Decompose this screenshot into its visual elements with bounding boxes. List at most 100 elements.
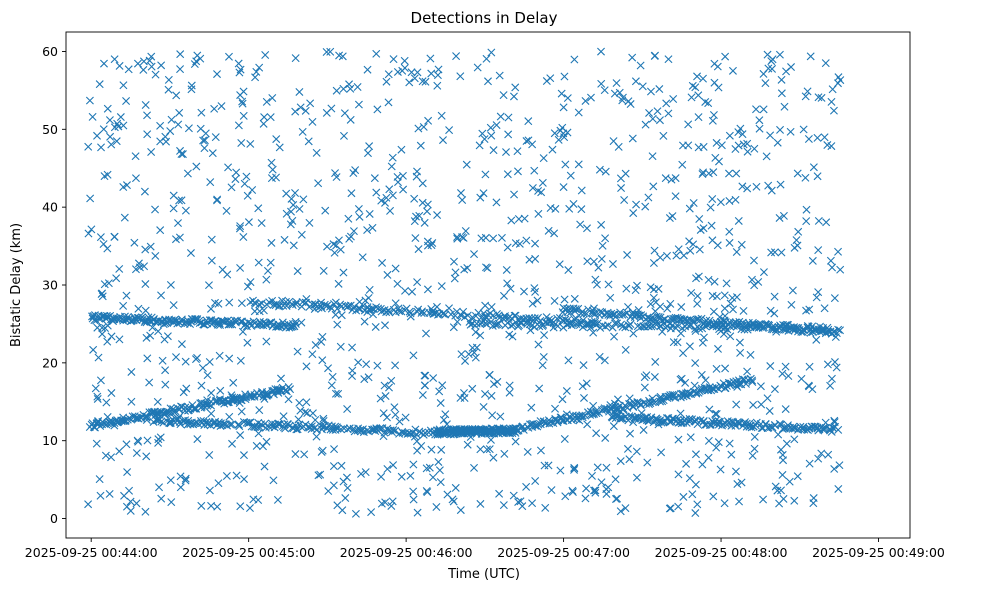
data-point: [481, 233, 490, 242]
data-point: [773, 486, 782, 495]
data-point: [721, 52, 730, 61]
data-point: [208, 149, 217, 158]
data-point: [384, 70, 393, 79]
x-tick-label: 2025-09-25 00:45:00: [182, 545, 315, 560]
data-point: [432, 503, 441, 511]
data-point: [461, 356, 470, 365]
data-point: [236, 222, 245, 231]
data-point: [364, 293, 373, 302]
data-point: [154, 435, 163, 444]
data-point: [710, 59, 719, 68]
data-point: [476, 331, 485, 340]
data-point: [280, 235, 289, 244]
data-point: [166, 476, 175, 485]
data-point: [372, 303, 381, 312]
data-point: [317, 298, 326, 307]
data-point: [398, 428, 407, 437]
data-point: [687, 93, 696, 102]
data-point: [570, 464, 579, 473]
data-point: [291, 317, 300, 326]
data-point: [784, 320, 793, 329]
data-point: [382, 77, 391, 86]
data-point: [697, 386, 706, 395]
data-point: [215, 351, 224, 360]
data-point: [685, 204, 694, 213]
data-point: [476, 499, 485, 508]
data-point: [225, 412, 234, 421]
data-point: [339, 268, 348, 277]
data-point: [107, 140, 116, 149]
data-point: [648, 398, 657, 407]
data-point: [561, 160, 570, 169]
data-point: [828, 263, 837, 272]
data-point: [694, 113, 703, 122]
data-point: [262, 337, 271, 346]
data-point: [308, 409, 317, 418]
data-point: [601, 234, 610, 243]
data-point: [365, 209, 374, 218]
data-point: [611, 411, 620, 420]
data-point: [401, 286, 409, 295]
data-point: [182, 384, 191, 393]
data-point: [712, 292, 721, 301]
data-point: [502, 265, 511, 274]
data-point: [334, 389, 343, 398]
data-point: [616, 414, 625, 423]
data-point: [499, 501, 508, 510]
data-point: [169, 301, 178, 310]
data-point: [617, 184, 626, 193]
data-point: [421, 381, 429, 390]
data-point: [318, 332, 327, 341]
data-point: [181, 318, 190, 327]
data-point: [736, 124, 745, 133]
data-point: [277, 374, 285, 383]
data-point: [336, 425, 345, 434]
data-point: [237, 139, 246, 147]
data-point: [437, 111, 446, 120]
data-point: [762, 152, 771, 161]
data-point: [774, 323, 783, 332]
data-point: [377, 196, 386, 205]
data-point: [211, 298, 219, 307]
data-point: [169, 204, 178, 213]
data-point: [119, 301, 128, 310]
data-point: [255, 300, 264, 309]
data-point: [793, 472, 802, 481]
plot-area: [84, 47, 845, 518]
data-point: [181, 357, 190, 366]
data-point: [238, 327, 247, 336]
data-point: [336, 245, 345, 254]
data-point: [555, 260, 564, 269]
data-point: [175, 196, 184, 205]
data-point: [257, 219, 266, 228]
data-point: [257, 299, 266, 308]
data-point: [779, 456, 788, 465]
data-point: [410, 432, 419, 441]
data-point: [319, 266, 328, 275]
data-point: [620, 195, 629, 204]
data-point: [373, 105, 382, 114]
data-point: [643, 458, 652, 467]
data-point: [493, 320, 502, 329]
data-point: [541, 503, 550, 512]
data-point: [314, 179, 323, 188]
data-point: [141, 280, 150, 289]
data-point: [698, 170, 707, 179]
data-point: [86, 194, 95, 203]
data-point: [628, 308, 637, 317]
data-point: [554, 135, 563, 144]
data-point: [224, 320, 233, 329]
data-point: [89, 345, 98, 354]
data-point: [522, 482, 531, 491]
data-point: [649, 285, 658, 294]
data-point: [471, 328, 480, 337]
data-point: [141, 507, 150, 516]
data-point: [347, 189, 356, 198]
data-point: [589, 328, 598, 337]
data-point: [569, 415, 578, 424]
data-point: [287, 207, 296, 216]
data-point: [314, 471, 323, 480]
data-point: [594, 263, 603, 272]
data-point: [679, 492, 688, 501]
data-point: [122, 181, 131, 190]
